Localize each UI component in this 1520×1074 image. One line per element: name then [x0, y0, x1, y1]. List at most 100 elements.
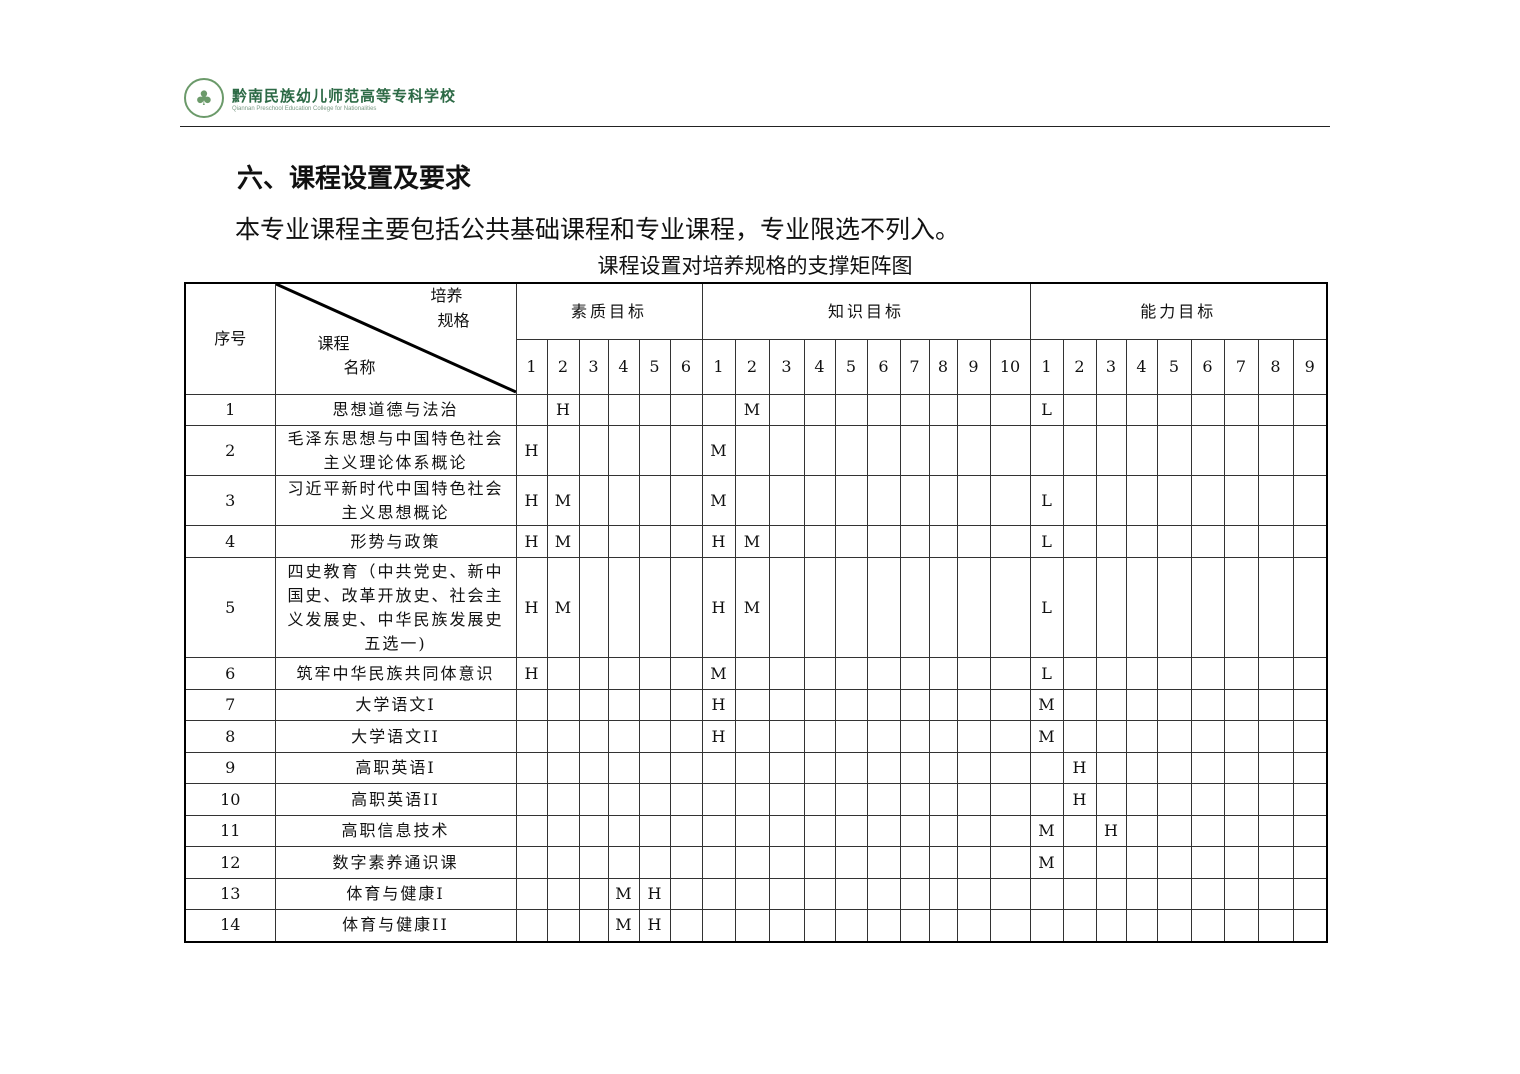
support-level-cell — [607, 657, 640, 690]
support-level-cell — [834, 909, 868, 942]
support-level-cell — [1223, 657, 1259, 690]
support-level-cell — [669, 909, 703, 942]
diag-label-bottom1: 课程 — [317, 334, 350, 353]
support-level-cell — [1292, 878, 1328, 910]
row-seq: 14 — [184, 909, 276, 942]
support-level-cell — [638, 689, 671, 721]
support-level-cell — [546, 815, 580, 847]
college-seal-icon: ♣ — [184, 78, 224, 118]
support-level-cell — [607, 557, 640, 658]
support-level-cell — [1257, 846, 1294, 879]
support-level-cell — [834, 846, 868, 879]
support-level-cell — [1062, 689, 1097, 721]
support-level-cell — [956, 557, 991, 658]
support-level-cell — [515, 394, 548, 426]
support-level-cell — [768, 909, 805, 942]
support-level-cell — [866, 689, 901, 721]
header-seq: 序号 — [184, 282, 276, 395]
support-level-cell — [578, 815, 609, 847]
table-row: 8 大学语文II H M — [184, 720, 1328, 753]
support-level-cell — [834, 657, 868, 690]
table-row: 14 体育与健康II M H — [184, 909, 1328, 942]
criterion-number: 1 — [515, 339, 548, 395]
support-level-cell — [578, 525, 609, 558]
support-level-cell — [834, 752, 868, 784]
support-level-cell — [899, 846, 930, 879]
support-level-cell — [701, 846, 736, 879]
table-row: 10 高职英语II H — [184, 783, 1328, 816]
criterion-number: 7 — [1223, 339, 1259, 395]
support-level-cell — [928, 846, 958, 879]
support-level-cell — [734, 720, 770, 753]
support-level-cell: M — [607, 909, 640, 942]
support-level-cell: H — [515, 657, 548, 690]
support-level-cell — [607, 475, 640, 526]
support-level-cell — [546, 720, 580, 753]
support-level-cell — [1223, 720, 1259, 753]
support-level-cell — [1125, 425, 1158, 476]
support-level-cell — [734, 752, 770, 784]
support-level-cell — [669, 878, 703, 910]
support-level-cell — [1223, 557, 1259, 658]
table-row: 11 高职信息技术 M H — [184, 815, 1328, 847]
support-level-cell — [1095, 557, 1127, 658]
diagonal-line — [275, 284, 516, 394]
support-level-cell — [1292, 657, 1328, 690]
support-level-cell — [989, 657, 1031, 690]
support-level-cell — [1257, 752, 1294, 784]
support-level-cell: M — [1029, 846, 1064, 879]
table-row: 6 筑牢中华民族共同体意识 H M L — [184, 657, 1328, 690]
course-name: 筑牢中华民族共同体意识 — [274, 657, 517, 690]
support-level-cell — [1095, 752, 1127, 784]
support-level-cell — [1095, 425, 1127, 476]
support-level-cell — [866, 425, 901, 476]
support-level-cell — [1292, 815, 1328, 847]
support-level-cell — [989, 878, 1031, 910]
support-level-cell — [1257, 475, 1294, 526]
support-level-cell — [989, 720, 1031, 753]
support-level-cell — [669, 475, 703, 526]
support-level-cell — [1062, 909, 1097, 942]
support-level-cell — [669, 783, 703, 816]
support-level-cell — [768, 720, 805, 753]
criterion-number: 2 — [1062, 339, 1097, 395]
support-level-cell — [734, 475, 770, 526]
support-level-cell — [956, 425, 991, 476]
group-header: 能力目标 — [1029, 282, 1328, 341]
support-level-cell — [1292, 720, 1328, 753]
support-level-cell — [701, 909, 736, 942]
support-level-cell — [928, 752, 958, 784]
support-level-cell — [734, 846, 770, 879]
support-level-cell — [899, 878, 930, 910]
table-caption: 课程设置对培养规格的支撑矩阵图 — [597, 254, 913, 278]
support-level-cell — [899, 783, 930, 816]
support-level-cell — [768, 689, 805, 721]
support-level-cell — [989, 846, 1031, 879]
support-level-cell — [1125, 657, 1158, 690]
support-level-cell — [1190, 909, 1225, 942]
criterion-number: 8 — [1257, 339, 1294, 395]
course-name: 毛泽东思想与中国特色社会主义理论体系概论 — [274, 425, 517, 476]
support-level-cell — [803, 909, 836, 942]
course-name: 形势与政策 — [274, 525, 517, 558]
support-level-cell — [834, 878, 868, 910]
support-level-cell — [1223, 394, 1259, 426]
support-level-cell — [866, 394, 901, 426]
support-matrix-table: 序号 培养 规格 课程 名称 素质目标 知识目标 能力目标 1 2 3 4 5 6 1 2 3 4 5 6 7… — [184, 282, 1328, 943]
support-level-cell: H — [701, 720, 736, 753]
support-level-cell — [1190, 783, 1225, 816]
support-level-cell — [1062, 720, 1097, 753]
diag-label-bottom2: 名称 — [343, 358, 376, 377]
support-level-cell — [899, 657, 930, 690]
support-level-cell — [578, 475, 609, 526]
support-level-cell — [515, 815, 548, 847]
support-level-cell — [1223, 689, 1259, 721]
criterion-number: 5 — [1156, 339, 1192, 395]
support-level-cell — [1029, 752, 1064, 784]
support-level-cell — [1223, 815, 1259, 847]
support-level-cell — [803, 689, 836, 721]
support-level-cell — [989, 909, 1031, 942]
support-level-cell: H — [1062, 752, 1097, 784]
support-level-cell: M — [1029, 815, 1064, 847]
support-level-cell — [768, 525, 805, 558]
